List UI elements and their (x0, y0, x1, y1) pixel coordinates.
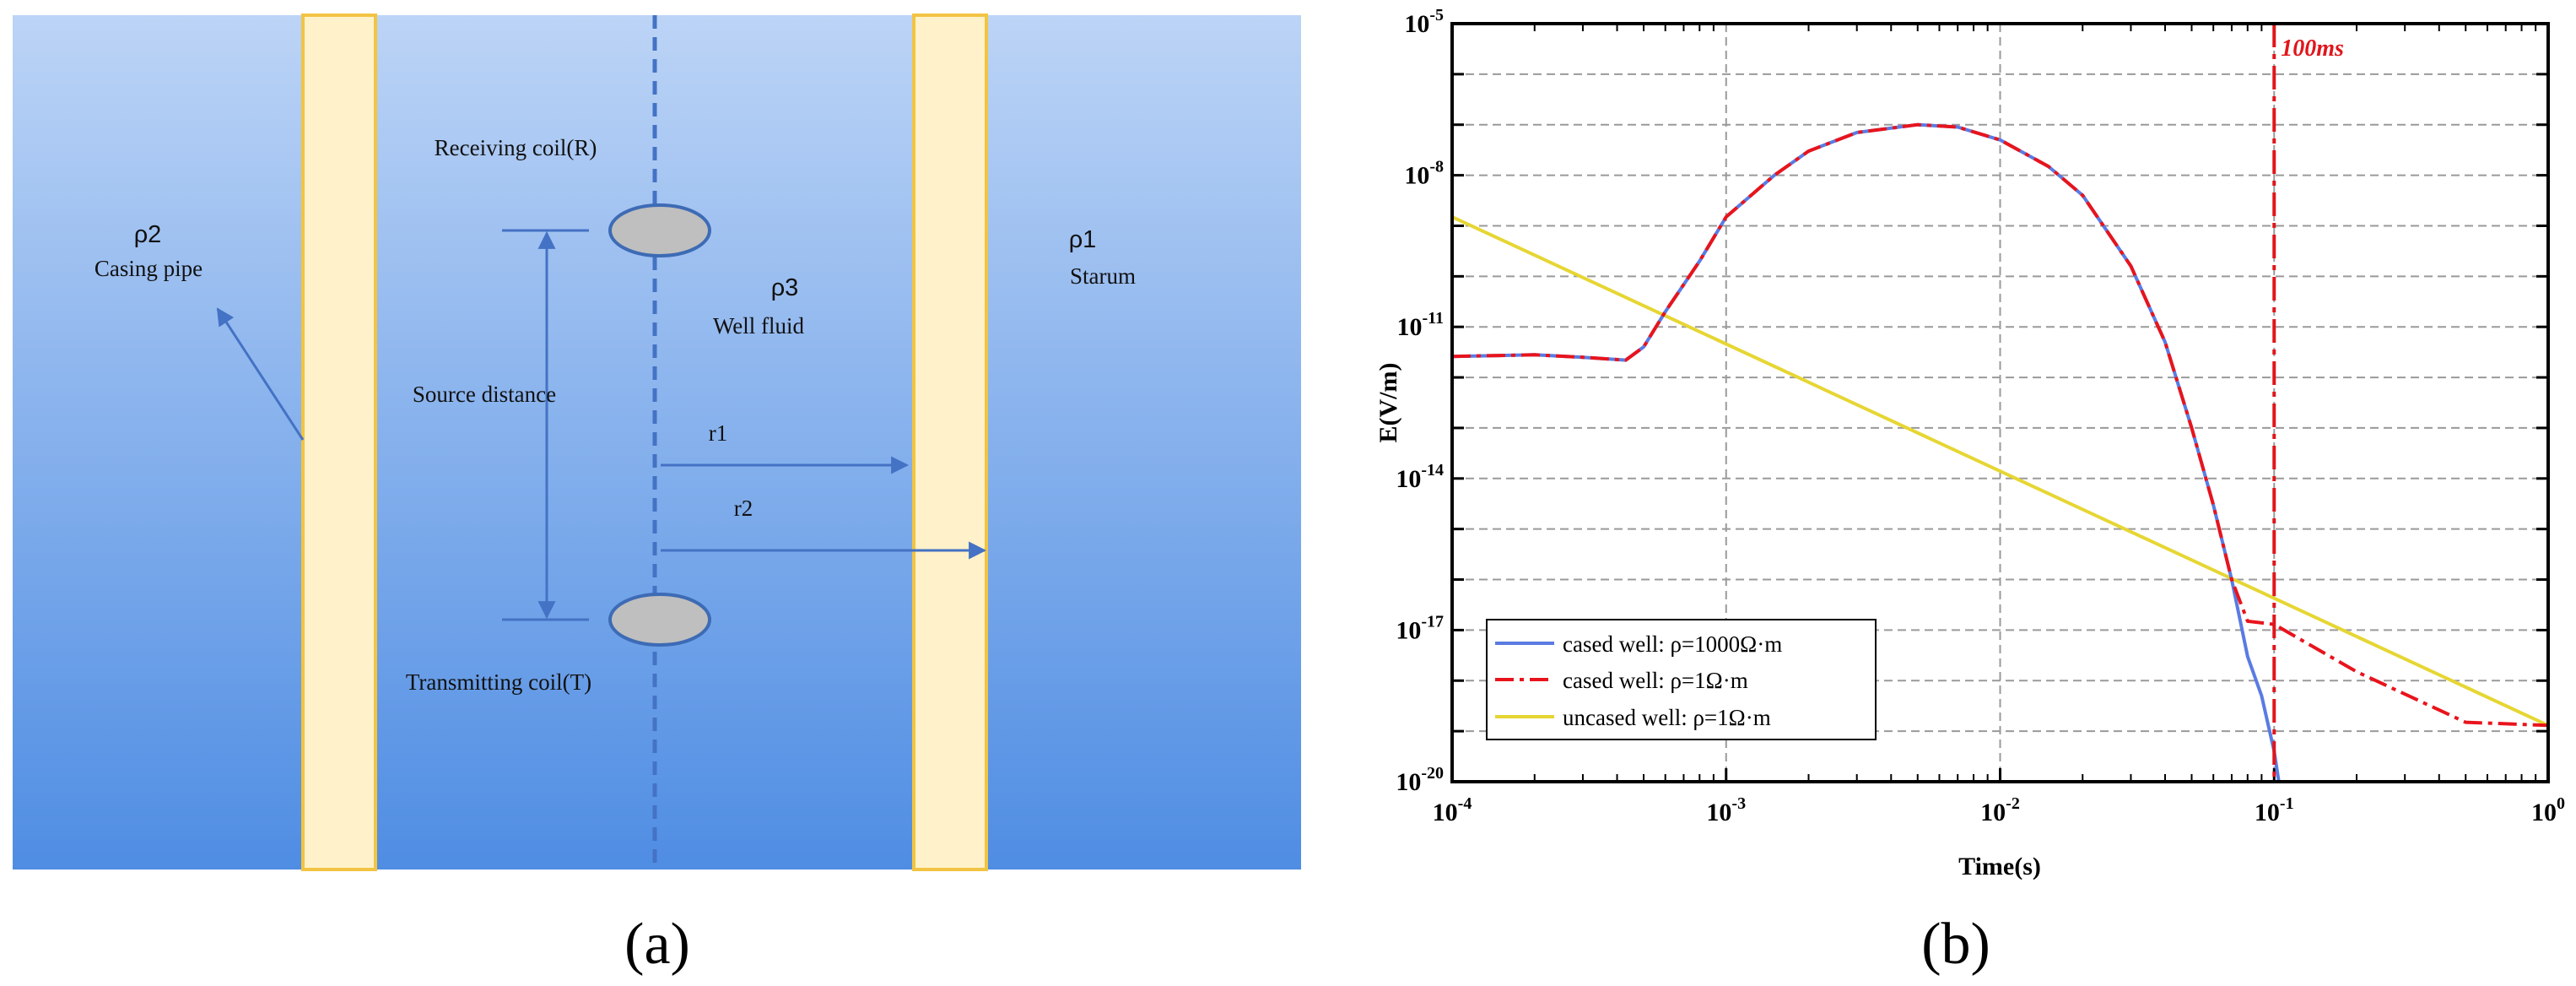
casing-name: Casing pipe (95, 256, 203, 281)
transmitting-coil (608, 593, 711, 647)
legend-label-3: uncased well: ρ=1Ω·m (1563, 705, 1771, 730)
source-distance-label: Source distance (413, 382, 556, 407)
series-line-3 (1452, 215, 2548, 728)
fluid-symbol: ρ3 (771, 274, 799, 301)
chart-series (1452, 122, 2548, 782)
receiving-coil (608, 203, 711, 257)
r1-label: r1 (709, 420, 728, 446)
x-axis-label: Time(s) (1958, 853, 2041, 880)
legend-label-2: cased well: ρ=1Ω·m (1563, 668, 1748, 693)
panel-a-caption: (a) (624, 912, 690, 977)
x-tick-label: 10-1 (2255, 794, 2294, 826)
chart-annotation: 100ms (2272, 24, 2344, 782)
casing-pipe-left (301, 14, 377, 871)
y-tick-label: 10-11 (1396, 309, 1444, 341)
y-axis-tick-labels: 10-20 10-17 10-14 10-11 10-8 10-5 (1396, 6, 1444, 796)
transmitting-coil-label: Transmitting coil(T) (406, 669, 591, 695)
x-axis-tick-labels: 10-4 10-3 10-2 10-1 100 (1433, 794, 2565, 826)
y-axis-label: E(V/m) (1374, 363, 1402, 443)
casing-pipe-right (912, 14, 988, 871)
panel-b-chart: 100ms 10-4 10-3 10-2 10-1 100 10-20 10-17 10-1… (1374, 6, 2565, 977)
chart-legend: cased well: ρ=1000Ω·m cased well: ρ=1Ω·m… (1486, 619, 1877, 740)
r2-label: r2 (734, 496, 753, 521)
fluid-name: Well fluid (713, 313, 805, 339)
x-tick-label: 10-4 (1433, 794, 1472, 826)
receiving-coil-label: Receiving coil(R) (435, 135, 597, 160)
y-tick-label: 10-5 (1404, 6, 1444, 38)
x-tick-label: 100 (2531, 794, 2565, 826)
x-tick-label: 10-3 (1706, 794, 1746, 826)
y-tick-label: 10-14 (1396, 461, 1444, 493)
y-tick-label: 10-17 (1396, 612, 1444, 644)
panel-a-diagram: ρ2 Casing pipe ρ3 Well fluid ρ1 Starum R… (13, 14, 1301, 977)
stratum-name: Starum (1070, 263, 1136, 289)
stratum-symbol: ρ1 (1069, 226, 1097, 253)
panel-b-caption: (b) (1921, 912, 1990, 977)
annotation-label: 100ms (2281, 35, 2344, 62)
plot-frame (1450, 22, 2550, 783)
legend-box (1486, 619, 1877, 740)
legend-label-1: cased well: ρ=1000Ω·m (1563, 631, 1782, 657)
x-tick-label: 10-2 (1980, 794, 2020, 826)
y-tick-label: 10-8 (1404, 158, 1444, 190)
series-line-2 (1452, 122, 2548, 728)
casing-symbol: ρ2 (134, 221, 162, 248)
y-tick-label: 10-20 (1396, 764, 1444, 796)
casing-pointer-arrow (216, 307, 305, 441)
